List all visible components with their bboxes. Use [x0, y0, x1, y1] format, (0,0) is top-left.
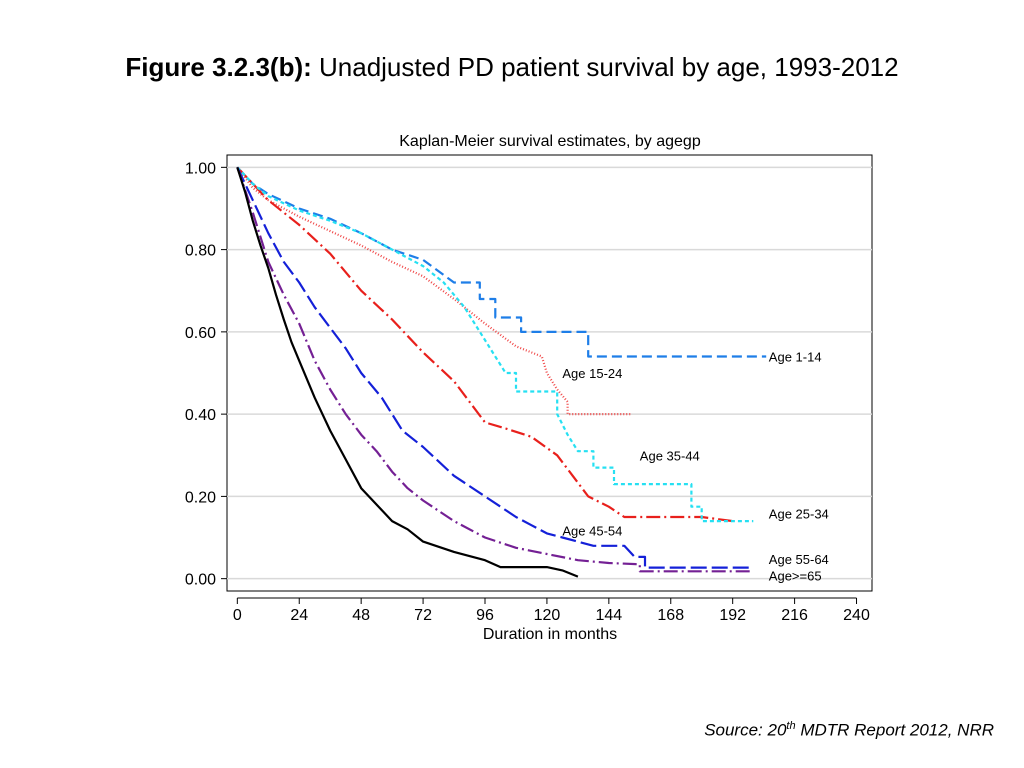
axes: 0.00 0.20 0.40 0.60 0.80 1.00 0 24 48 72 96 120 144 1…	[185, 160, 870, 624]
x-tick-label: 96	[476, 607, 494, 624]
figure-label: Figure 3.2.3(b):	[125, 52, 312, 82]
grid-lines	[227, 166, 872, 580]
x-tick-label: 216	[781, 607, 808, 624]
x-tick-label: 24	[290, 607, 308, 624]
series-labels: Age 1-14 Age 15-24 Age 35-44 Age 25-34 Age 4…	[562, 350, 828, 584]
chart-title: Kaplan-Meier survival estimates, by ageg…	[399, 133, 701, 150]
series-label: Age 25-34	[769, 507, 829, 522]
figure-title: Figure 3.2.3(b): Unadjusted PD patient s…	[0, 52, 1024, 83]
source-note: Source: 20th MDTR Report 2012, NRR	[704, 720, 994, 741]
source-superscript: th	[786, 720, 796, 732]
y-tick-label: 0.00	[185, 572, 216, 589]
figure-caption: Unadjusted PD patient survival by age, 1…	[319, 52, 899, 82]
series-label: Age 15-24	[562, 366, 622, 381]
y-tick-label: 0.40	[185, 407, 216, 424]
source-rest: MDTR Report 2012, NRR	[795, 720, 994, 740]
series-label: Age 45-54	[562, 524, 622, 539]
y-tick-label: 0.80	[185, 243, 216, 260]
x-axis-label: Duration in months	[483, 626, 617, 643]
x-tick-label: 192	[719, 607, 746, 624]
series-lines	[236, 166, 767, 578]
series-label: Age 55-64	[769, 552, 829, 567]
x-tick-label: 168	[657, 607, 684, 624]
series-line	[236, 166, 767, 358]
plot-area	[226, 154, 873, 592]
series-line	[236, 166, 754, 569]
series-line	[236, 166, 754, 523]
series-line	[236, 166, 754, 573]
series-label: Age 35-44	[640, 448, 700, 463]
x-tick-label: 120	[534, 607, 561, 624]
y-tick-label: 1.00	[185, 160, 216, 177]
series-line	[236, 166, 733, 523]
y-tick-label: 0.60	[185, 325, 216, 342]
x-tick-label: 0	[233, 607, 242, 624]
x-tick-label: 144	[595, 607, 622, 624]
series-line	[236, 166, 579, 578]
x-tick-label: 240	[843, 607, 870, 624]
series-label: Age 1-14	[769, 350, 822, 365]
series-label: Age>=65	[769, 568, 822, 583]
x-tick-label: 72	[414, 607, 432, 624]
source-prefix: Source: 20	[704, 720, 787, 740]
y-tick-label: 0.20	[185, 489, 216, 506]
x-tick-label: 48	[352, 607, 370, 624]
